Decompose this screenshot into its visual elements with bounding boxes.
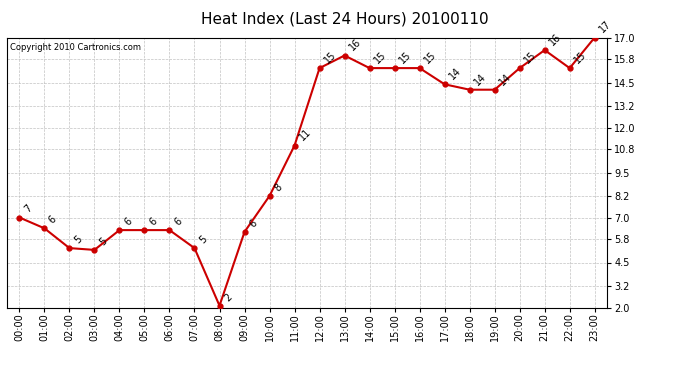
Text: 16: 16 [347,37,363,53]
Text: 7: 7 [22,203,34,215]
Text: 15: 15 [322,50,338,65]
Text: 14: 14 [497,71,513,87]
Text: 15: 15 [522,50,538,65]
Text: 15: 15 [422,50,438,65]
Text: 15: 15 [373,50,388,65]
Text: 8: 8 [273,182,284,193]
Text: 15: 15 [397,50,413,65]
Text: Heat Index (Last 24 Hours) 20100110: Heat Index (Last 24 Hours) 20100110 [201,11,489,26]
Text: 14: 14 [447,66,463,81]
Text: 11: 11 [297,127,313,143]
Text: 5: 5 [197,234,209,245]
Text: 17: 17 [598,19,613,35]
Text: 15: 15 [573,50,589,65]
Text: 14: 14 [473,71,488,87]
Text: 6: 6 [147,216,159,227]
Text: 5: 5 [72,234,83,245]
Text: 2: 2 [222,291,234,303]
Text: 5: 5 [97,236,109,247]
Text: 6: 6 [247,218,259,229]
Text: 6: 6 [122,216,134,227]
Text: Copyright 2010 Cartronics.com: Copyright 2010 Cartronics.com [10,43,141,52]
Text: 6: 6 [172,216,184,227]
Text: 16: 16 [547,32,563,47]
Text: 6: 6 [47,214,59,225]
